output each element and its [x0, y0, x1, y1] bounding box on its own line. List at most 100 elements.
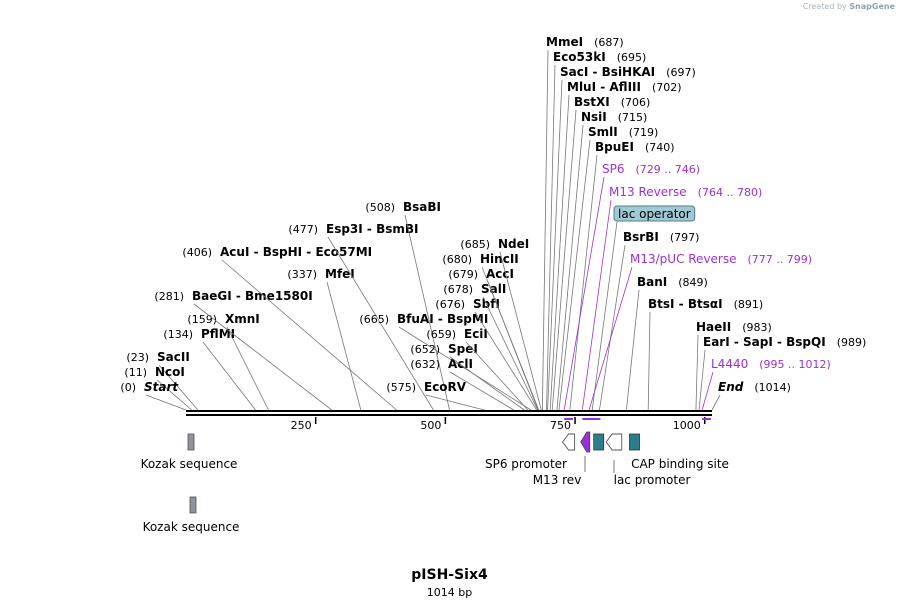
- site-haeii-35-position: (983): [742, 321, 772, 334]
- site-sali-16-leader: [482, 296, 539, 411]
- site-bstxi-24-position: (706): [621, 96, 651, 109]
- site-ndei-19-name: NdeI: [498, 237, 529, 251]
- ruler-label-750: 750: [550, 419, 571, 432]
- site-sp6-28-position: (729 .. 746): [636, 163, 701, 176]
- site-start-2-leader: [145, 394, 187, 411]
- site-haeii-35-name: HaeII: [696, 320, 731, 334]
- site-bpuei-27-leader: [569, 154, 598, 411]
- site-hincii-18-leader: [481, 266, 540, 411]
- site-eco53ki-21-leader: [546, 64, 556, 411]
- site-pflmi-4-name: PflMI: [201, 327, 235, 341]
- feature-cap-binding-site-6-label: CAP binding site: [631, 457, 729, 471]
- feature-lac-promoter-5-shape: [605, 433, 623, 451]
- site-esp3i-bsmbi-8-leader: [327, 236, 434, 411]
- site-bfuai-bspmi-10-position: (665): [359, 313, 389, 326]
- site-ncoi-1-leader: [156, 379, 192, 411]
- site-acli-12-name: AclI: [448, 357, 473, 371]
- site-acui-bsphi-eco57mi-7-leader: [221, 259, 397, 411]
- site-start-2-position: (0): [120, 381, 136, 394]
- site-l4440-37-leader: [701, 371, 714, 411]
- site-m13-puc-reverse-32-position: (777 .. 799): [748, 253, 813, 266]
- feature-sp6-promoter-2-label: SP6 promoter: [485, 457, 567, 471]
- site-mmei-20-leader: [541, 49, 549, 411]
- site-bsrbi-31-name: BsrBI: [623, 230, 659, 244]
- site-eco53ki-21-position: (695): [617, 51, 647, 64]
- site-eari-sapi-bspqi-36-name: EarI - SapI - BspQI: [703, 335, 826, 349]
- site-bsrbi-31-position: (797): [670, 231, 700, 244]
- site-sp6-28-name: SP6: [602, 162, 625, 176]
- site-bani-33-name: BanI: [637, 275, 667, 289]
- site-btsi-bts-i-34-position: (891): [734, 298, 764, 311]
- site-sacii-0-name: SacII: [157, 350, 190, 364]
- plasmid-length: 1014 bp: [426, 586, 473, 599]
- site-mmei-20-name: MmeI: [546, 35, 583, 49]
- plasmid-map: 250 500 750 1000 SacII (23) NcoI (11)Start (0) Xm…: [120, 35, 866, 534]
- site-bfuai-bspmi-10-name: BfuAI - BspMI: [397, 312, 488, 326]
- site-smli-26-leader: [558, 139, 591, 411]
- site-sacii-0-leader: [158, 364, 199, 411]
- site-eari-sapi-bspqi-36-leader: [698, 349, 706, 411]
- site-bsrbi-31-leader: [599, 244, 626, 411]
- site-mfei-6-position: (337): [287, 268, 317, 281]
- site-ecorv-11-leader: [425, 394, 485, 411]
- site-spei-13-position: (652): [410, 343, 440, 356]
- site-sp6-28-leader: [563, 176, 605, 411]
- site-spei-13-leader: [449, 356, 525, 411]
- site-bsabi-9-name: BsaBI: [403, 200, 441, 214]
- site-saci-bsihkai-22-name: SacI - BsiHKAI: [560, 65, 655, 79]
- site-mfei-6-leader: [326, 281, 362, 411]
- site-spei-13-name: SpeI: [448, 342, 478, 356]
- site-m13-reverse-29-position: (764 .. 780): [698, 186, 763, 199]
- site-esp3i-bsmbi-8-position: (477): [288, 223, 318, 236]
- site-btsi-bts-i-34-name: BtsI - BtsαI: [648, 297, 723, 311]
- site-lac-operator-30-leader: [591, 221, 618, 411]
- site-saci-bsihkai-22-leader: [547, 79, 563, 411]
- snapgene-credit: Created by SnapGene: [803, 2, 895, 11]
- site-end-38-name: End: [718, 380, 744, 394]
- site-ncoi-1-position: (11): [124, 366, 147, 379]
- site-btsi-bts-i-34-leader: [647, 311, 651, 411]
- site-nsii-25-name: NsiI: [581, 110, 607, 124]
- site-mmei-20-position: (687): [594, 36, 624, 49]
- site-baegi-bme1580i-5-name: BaeGI - Bme1580I: [192, 289, 313, 303]
- site-xmni-3-leader: [226, 326, 269, 411]
- site-hincii-18-name: HincII: [480, 252, 519, 266]
- site-acli-12-position: (632): [410, 358, 440, 371]
- feature-kozak-sequence-1-label: Kozak sequence: [143, 520, 240, 534]
- site-mfei-6-name: MfeI: [325, 267, 355, 281]
- site-ecii-14-position: (659): [426, 328, 456, 341]
- site-bfuai-bspmi-10-leader: [398, 326, 532, 411]
- site-m13-puc-reverse-32-name: M13/pUC Reverse: [630, 252, 737, 266]
- site-m13-reverse-29-leader: [581, 199, 612, 411]
- site-bani-33-position: (849): [678, 276, 708, 289]
- ruler-label-1000: 1000: [673, 419, 701, 432]
- site-ecorv-11-name: EcoRV: [424, 380, 467, 394]
- site-l4440-37-name: L4440: [711, 357, 748, 371]
- site-acui-bsphi-eco57mi-7-name: AcuI - BspHI - Eco57MI: [220, 245, 372, 259]
- site-ndei-19-position: (685): [460, 238, 490, 251]
- feature-lac-operator-4-shape: [593, 433, 605, 451]
- site-nsii-25-leader: [556, 124, 584, 411]
- site-end-38-position: (1014): [754, 381, 791, 394]
- site-acli-12-leader: [449, 371, 515, 411]
- site-xmni-3-position: (159): [187, 313, 217, 326]
- site-acui-bsphi-eco57mi-7-position: (406): [182, 246, 212, 259]
- ruler-label-250: 250: [291, 419, 312, 432]
- site-ecorv-11-position: (575): [386, 381, 416, 394]
- site-lac-operator-30-box: [613, 205, 696, 222]
- feature-cap-binding-site-6-shape: [629, 433, 640, 451]
- site-bpuei-27-position: (740): [645, 141, 675, 154]
- site-pflmi-4-position: (134): [163, 328, 193, 341]
- site-baegi-bme1580i-5-leader: [193, 303, 333, 411]
- feature-kozak-sequence-0-shape: [187, 433, 195, 451]
- site-sali-16-name: SalI: [481, 282, 506, 296]
- site-bstxi-24-leader: [551, 109, 577, 411]
- site-nsii-25-position: (715): [618, 111, 648, 124]
- site-eco53ki-21-name: Eco53kI: [553, 50, 606, 64]
- credit-created-by: Created by: [802, 2, 847, 11]
- site-smli-26-name: SmlI: [588, 125, 618, 139]
- ruler-label-500: 500: [420, 419, 441, 432]
- site-bani-33-leader: [626, 289, 640, 411]
- feature-sp6-promoter-2-shape: [562, 433, 576, 451]
- site-end-38-leader: [711, 394, 721, 411]
